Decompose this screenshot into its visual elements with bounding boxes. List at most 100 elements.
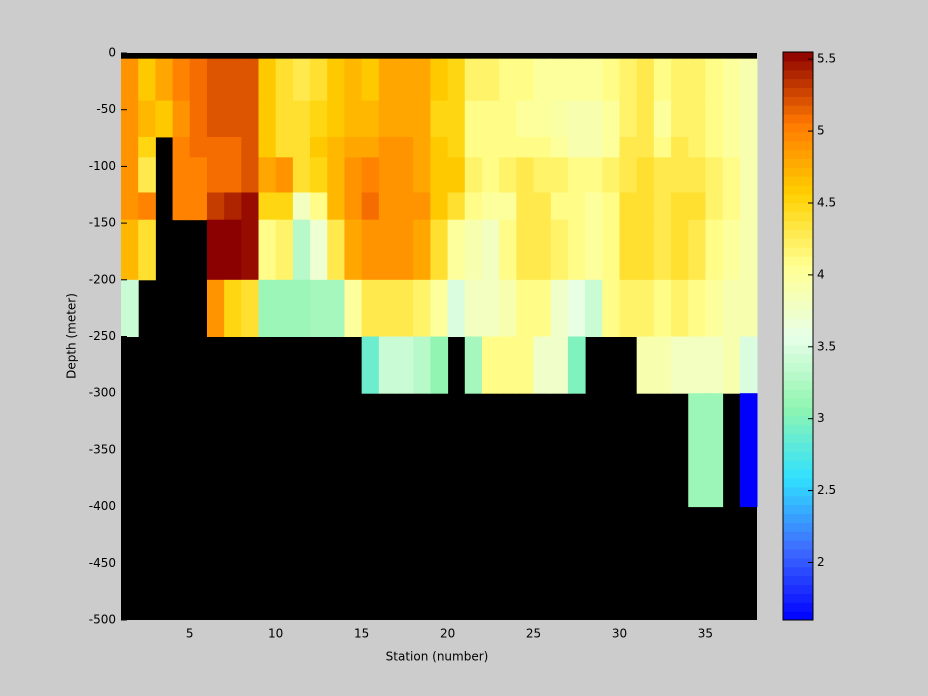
heatmap-cell	[310, 219, 328, 281]
heatmap-cell	[722, 157, 741, 193]
heatmap-cell	[688, 219, 706, 281]
x-tick-label: 35	[698, 627, 713, 641]
heatmap-cell	[292, 136, 311, 158]
colorbar-swatch	[783, 362, 813, 372]
heatmap-cell	[447, 219, 466, 281]
heatmap-cell	[430, 136, 449, 158]
heatmap-cell	[310, 136, 328, 158]
heatmap-cell	[396, 336, 414, 394]
heatmap-cell	[671, 192, 689, 221]
heatmap-cell	[138, 157, 156, 193]
colorbar-swatch	[783, 469, 813, 479]
colorbar-swatch	[783, 486, 813, 497]
heatmap-cell	[636, 58, 655, 102]
heatmap-cell	[567, 136, 586, 158]
heatmap-cell	[533, 100, 552, 138]
heatmap-cell	[481, 192, 500, 221]
heatmap-cell	[224, 58, 242, 102]
heatmap-cell	[378, 100, 397, 138]
heatmap-cell	[447, 279, 466, 337]
colorbar-swatch	[783, 256, 813, 266]
heatmap-cell	[344, 219, 363, 281]
heatmap-cell	[739, 100, 758, 138]
heatmap-cell	[121, 58, 139, 102]
heatmap-cell	[533, 157, 552, 193]
heatmap-cell	[499, 219, 517, 281]
heatmap-cell	[413, 100, 431, 138]
heatmap-cell	[310, 58, 328, 102]
heatmap-cell	[258, 279, 277, 337]
heatmap-cell	[739, 136, 758, 158]
heatmap-cell	[722, 279, 741, 337]
heatmap-cell	[722, 192, 741, 221]
colorbar-swatch	[783, 123, 813, 133]
colorbar-swatch	[783, 202, 813, 213]
colorbar-swatch	[783, 495, 813, 506]
heatmap-cell	[636, 136, 655, 158]
heatmap-cell	[447, 58, 466, 102]
heatmap-cell	[396, 279, 414, 337]
heatmap-cell	[619, 219, 638, 281]
heatmap-cell	[189, 58, 208, 102]
heatmap-cell	[671, 279, 689, 337]
heatmap-cell	[189, 157, 208, 193]
colorbar-swatch	[783, 433, 813, 443]
heatmap-cell	[567, 58, 586, 102]
heatmap-cell	[619, 58, 638, 102]
colorbar-tick-label: 2.5	[817, 483, 836, 497]
heatmap-cell	[275, 136, 294, 158]
y-tick-label: -150	[89, 216, 116, 230]
heatmap-cell	[464, 219, 483, 281]
colorbar-swatch	[783, 451, 813, 461]
colorbar-swatch	[783, 593, 813, 603]
heatmap-cell	[516, 192, 535, 221]
heatmap-cell	[739, 192, 758, 221]
heatmap-cell	[138, 219, 156, 281]
colorbar-swatch	[783, 220, 813, 230]
heatmap-cell	[121, 279, 139, 337]
colorbar-tick-label: 4	[817, 267, 825, 281]
heatmap-cell	[567, 219, 586, 281]
colorbar-tick-label: 4.5	[817, 195, 836, 209]
heatmap-cell	[327, 279, 345, 337]
heatmap-cell	[464, 100, 483, 138]
heatmap-cell	[688, 192, 706, 221]
heatmap-cell	[224, 100, 242, 138]
heatmap-cell	[653, 157, 672, 193]
y-tick-label: -250	[89, 329, 116, 343]
heatmap-cell	[481, 157, 500, 193]
heatmap-cell	[722, 136, 741, 158]
heatmap-cell	[739, 393, 758, 508]
heatmap-cell	[344, 279, 363, 337]
colorbar-swatch	[783, 380, 813, 390]
y-tick-label: -50	[96, 102, 116, 116]
heatmap-cell	[344, 58, 363, 102]
colorbar-swatch	[783, 78, 813, 88]
heatmap-cell	[653, 58, 672, 102]
colorbar-swatch	[783, 513, 813, 523]
y-axis-label: Depth (meter)	[65, 293, 79, 379]
heatmap-cell	[396, 58, 414, 102]
heatmap-cell	[688, 393, 706, 508]
heatmap-cell	[739, 157, 758, 193]
heatmap-cell	[292, 219, 311, 281]
heatmap-cell	[653, 136, 672, 158]
heatmap-cell	[292, 58, 311, 102]
colorbar-swatch	[783, 52, 813, 62]
colorbar-swatch	[783, 167, 813, 177]
heatmap-cell	[413, 58, 431, 102]
heatmap-cell	[378, 58, 397, 102]
colorbar-swatch	[783, 185, 813, 195]
heatmap-cell	[619, 100, 638, 138]
colorbar-swatch	[783, 336, 813, 346]
heatmap-cell	[138, 58, 156, 102]
heatmap-cell	[155, 100, 174, 138]
colorbar-swatch	[783, 273, 813, 284]
heatmap-cell	[206, 136, 225, 158]
heatmap-cell	[172, 100, 191, 138]
heatmap-cell	[516, 136, 535, 158]
heatmap-cell	[585, 279, 603, 337]
heatmap-cell	[533, 336, 552, 394]
heatmap-cell	[636, 279, 655, 337]
